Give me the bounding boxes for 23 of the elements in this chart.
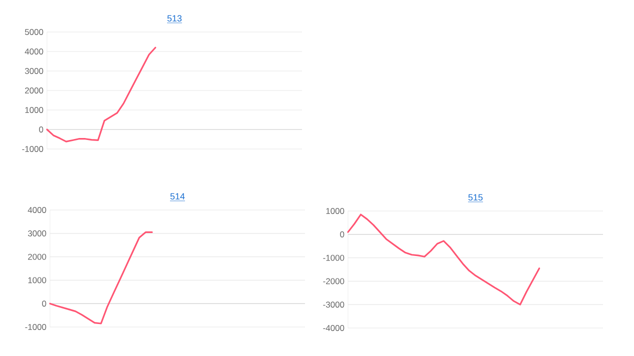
y-tick-label: 4000 <box>28 207 46 213</box>
y-tick-label: 4000 <box>24 48 44 54</box>
line-series <box>46 46 156 142</box>
y-tick-label: 1000 <box>28 277 46 284</box>
y-tick-label: -2000 <box>323 278 344 284</box>
y-tick-label: 1000 <box>326 208 344 214</box>
y-tick-label: 2000 <box>25 88 44 94</box>
chart-title: 514 <box>170 193 185 200</box>
y-tick-label: 2000 <box>28 254 46 260</box>
y-tick-label: -1000 <box>25 324 46 330</box>
chart-title: 513 <box>167 15 182 22</box>
y-tick-label: 3000 <box>28 230 46 236</box>
y-tick-label: 0 <box>340 231 344 238</box>
y-tick-label: -4000 <box>323 325 344 331</box>
y-tick-label: 0 <box>39 126 44 132</box>
y-tick-label: 5000 <box>24 29 44 35</box>
y-tick-label: 1000 <box>25 107 44 113</box>
y-tick-label: 0 <box>42 300 46 307</box>
y-tick-label: -1000 <box>22 146 44 152</box>
y-tick-label: -3000 <box>323 302 344 308</box>
y-tick-label: -1000 <box>323 254 344 261</box>
chart-title: 515 <box>468 194 483 201</box>
y-tick-label: 3000 <box>24 68 44 74</box>
